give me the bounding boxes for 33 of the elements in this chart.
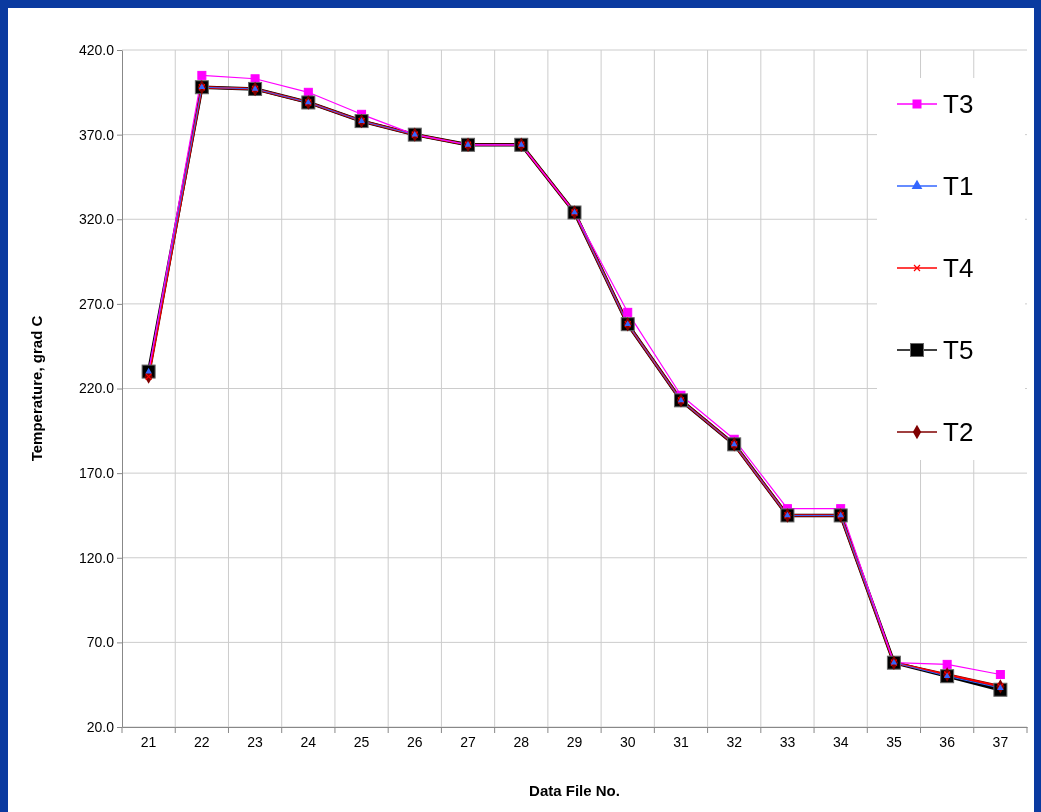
legend-label: T3 bbox=[943, 89, 974, 119]
x-tick-label: 23 bbox=[247, 733, 264, 750]
y-tick-label: 370.0 bbox=[78, 126, 115, 143]
x-tick-label: 27 bbox=[460, 733, 477, 750]
y-tick-label: 320.0 bbox=[78, 211, 115, 228]
x-axis-title: Data File No. bbox=[529, 782, 620, 799]
x-tick-label: 35 bbox=[886, 733, 902, 750]
x-tick-label: 30 bbox=[619, 733, 636, 750]
y-tick-label: 20.0 bbox=[86, 718, 115, 735]
x-tick-label: 28 bbox=[513, 733, 530, 750]
legend-label: T1 bbox=[943, 171, 974, 201]
y-tick-label: 270.0 bbox=[78, 295, 115, 312]
x-tick-label: 21 bbox=[140, 733, 157, 750]
x-tick-label: 25 bbox=[353, 733, 370, 750]
x-tick-label: 33 bbox=[779, 733, 796, 750]
y-tick-label: 220.0 bbox=[78, 380, 115, 397]
x-tick-label: 24 bbox=[300, 733, 317, 750]
x-tick-label: 37 bbox=[992, 733, 1009, 750]
y-tick-label: 170.0 bbox=[78, 465, 115, 482]
x-tick-label: 31 bbox=[673, 733, 689, 750]
x-tick-label: 26 bbox=[407, 733, 423, 750]
y-tick-label: 120.0 bbox=[78, 549, 115, 566]
legend-label: T4 bbox=[943, 253, 974, 283]
x-tick-label: 32 bbox=[726, 733, 743, 750]
y-tick-label: 420.0 bbox=[78, 41, 115, 58]
legend-label: T5 bbox=[943, 335, 974, 365]
x-tick-label: 22 bbox=[194, 733, 210, 750]
x-tick-label: 29 bbox=[566, 733, 583, 750]
y-tick-label: 70.0 bbox=[86, 634, 115, 651]
x-tick-label: 36 bbox=[939, 733, 956, 750]
x-tick-label: 34 bbox=[832, 733, 849, 750]
y-axis-title: Temperature, grad C bbox=[28, 315, 45, 462]
legend-label: T2 bbox=[943, 417, 974, 447]
